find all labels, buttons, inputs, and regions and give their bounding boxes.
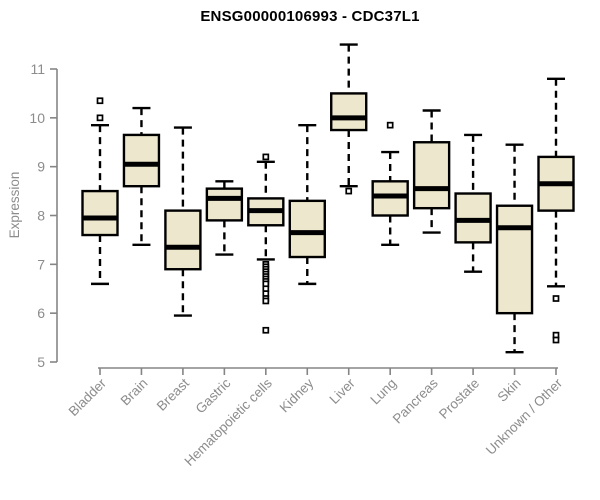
box-rect (164, 209, 202, 271)
outlier-point (552, 295, 560, 302)
chart-title: ENSG00000106993 - CDC37L1 (200, 8, 420, 25)
x-axis-category-label: Bladder (66, 375, 110, 419)
boxplot-group-hematopoietic-cells (247, 153, 285, 334)
outlier-point (386, 121, 394, 129)
outlier-point (262, 153, 270, 161)
x-axis-category-label: Skin (494, 376, 523, 405)
y-axis-tick-label: 11 (30, 61, 45, 77)
boxplot-group-skin (495, 143, 534, 354)
box-rect (205, 187, 244, 222)
x-axis-category-label: Unknown / Other (483, 375, 566, 458)
box-rect (412, 141, 451, 210)
y-axis-tick-label: 5 (37, 354, 45, 370)
boxplot-group-bladder (81, 97, 119, 286)
outlier-point (345, 187, 353, 195)
box-rect (81, 189, 119, 237)
x-axis-category-label: Pancreas (390, 375, 441, 426)
boxplot-group-pancreas (412, 109, 451, 234)
outlier-point (262, 326, 270, 334)
y-axis-tick-label: 7 (37, 256, 45, 272)
box-rect (495, 204, 534, 315)
boxplot-group-breast (164, 126, 202, 317)
x-axis-category-label: Breast (154, 375, 192, 413)
y-axis-tick-label: 10 (29, 110, 45, 126)
outlier-point (552, 336, 560, 344)
boxplot-group-kidney (288, 123, 326, 286)
y-axis-tick-label: 8 (37, 208, 45, 224)
x-axis-category-label: Gastric (193, 375, 234, 416)
x-axis-category-label: Lung (367, 376, 399, 408)
x-axis-category-label: Brain (118, 376, 151, 409)
boxplot-group-liver (330, 43, 368, 195)
boxplot-group-gastric (205, 180, 244, 256)
box-rect (288, 199, 326, 259)
box-rect (122, 133, 161, 188)
outlier-point (96, 114, 104, 122)
outlier-point (96, 97, 104, 105)
x-axis-category-label: Prostate (436, 376, 482, 422)
boxplot-group-unknown-other (537, 77, 575, 344)
x-axis-category-label: Kidney (277, 375, 317, 415)
boxplot-group-lung (371, 121, 409, 247)
y-axis-tick-label: 9 (37, 159, 45, 175)
boxplot-group-prostate (454, 133, 492, 273)
x-axis-category-label: Liver (327, 375, 359, 407)
boxplot-group-brain (122, 106, 161, 247)
outlier-point (262, 297, 270, 305)
box-rect (330, 92, 368, 132)
y-axis-tick-label: 6 (37, 305, 45, 321)
